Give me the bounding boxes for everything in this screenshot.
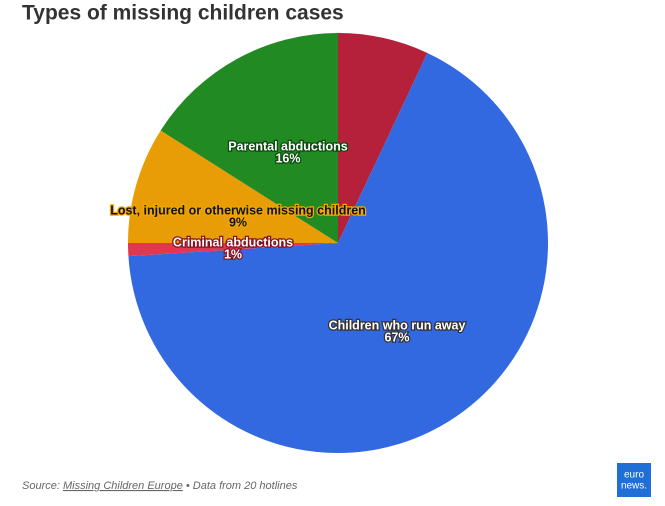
source-link[interactable]: Missing Children Europe	[63, 480, 183, 492]
logo-text: euro	[624, 470, 644, 481]
slice-label: Criminal abductions	[173, 235, 293, 249]
source-prefix: Source:	[22, 480, 60, 492]
slice-label: Lost, injured or otherwise missing child…	[110, 203, 366, 217]
slice-value-label: 9%	[229, 215, 247, 229]
pie-slice	[160, 33, 338, 243]
pie	[128, 33, 549, 453]
slice-label: Children who run away	[329, 318, 466, 332]
logo-text: news.	[621, 481, 647, 492]
pie-slice	[338, 33, 428, 243]
source: Source: Missing Children Europe • Data f…	[22, 480, 298, 492]
slice-value-label: 67%	[384, 330, 409, 344]
source-suffix: • Data from 20 hotlines	[186, 480, 298, 492]
logo	[617, 463, 651, 497]
pie-slice	[128, 52, 549, 453]
pie-slice	[128, 130, 338, 243]
slice-label: Parental abductions	[228, 139, 348, 153]
pie-slice	[128, 243, 338, 257]
slice-value-label: 16%	[275, 151, 300, 165]
slice-value-label: 1%	[224, 247, 242, 261]
chart-title: Types of missing children cases	[22, 2, 344, 25]
